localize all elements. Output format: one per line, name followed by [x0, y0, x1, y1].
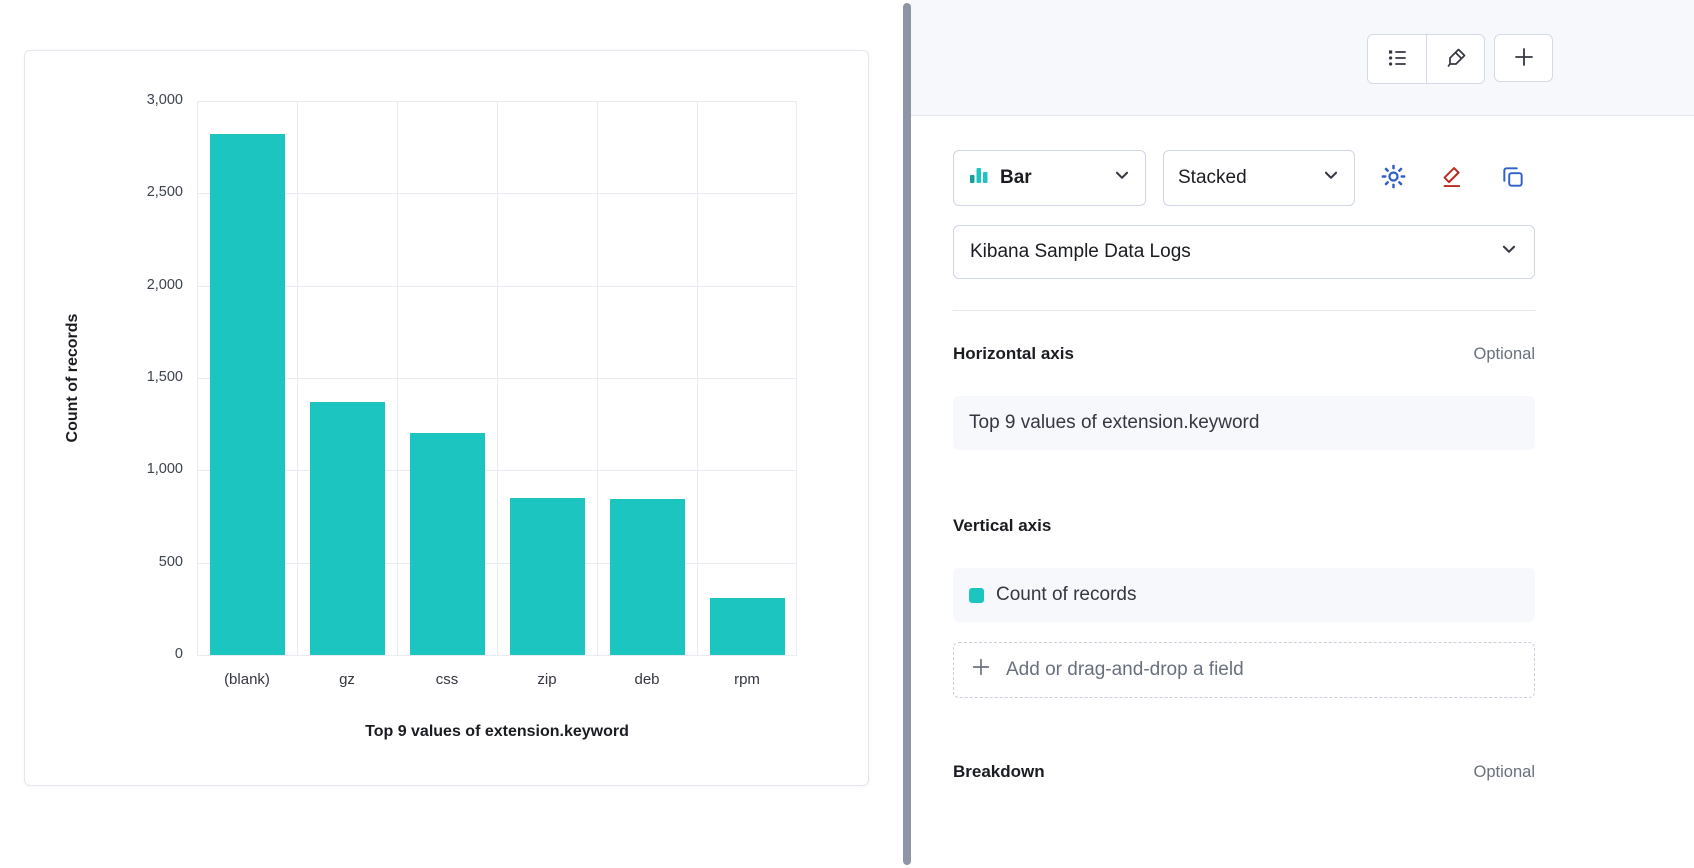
- eraser-icon: [1440, 163, 1467, 193]
- stacking-mode-label: Stacked: [1178, 167, 1247, 188]
- data-view-label: Kibana Sample Data Logs: [970, 241, 1191, 262]
- bar-gz[interactable]: [309, 402, 385, 655]
- y-axis-tick-labels: 0 500 1,000 1,500 2,000 2,500 3,000: [109, 92, 183, 662]
- list-icon: [1385, 46, 1409, 73]
- chevron-down-icon: [1322, 166, 1340, 190]
- gridline-vertical: [197, 101, 198, 655]
- vertical-axis-section-header: Vertical axis: [953, 516, 1535, 536]
- bar-deb[interactable]: [609, 498, 685, 655]
- y-tick-label: 3,000: [146, 92, 183, 108]
- breakdown-optional-badge: Optional: [1473, 763, 1535, 781]
- chart-type-dropdown[interactable]: Bar: [953, 150, 1146, 206]
- lens-config-panel: Bar Stacked: [911, 0, 1694, 868]
- gridline-vertical: [397, 101, 398, 655]
- bar-rpm[interactable]: [709, 597, 785, 655]
- x-tick-label: css: [435, 671, 459, 688]
- gridline-vertical: [697, 101, 698, 655]
- panel-divider: [953, 310, 1535, 311]
- vertical-axis-field-label: Count of records: [996, 584, 1137, 605]
- chevron-down-icon: [1113, 166, 1131, 190]
- add-layer-button[interactable]: [1494, 34, 1553, 82]
- data-view-select[interactable]: Kibana Sample Data Logs: [953, 225, 1535, 279]
- gridline-vertical: [497, 101, 498, 655]
- panel-scrollbar[interactable]: [903, 3, 911, 865]
- stacking-mode-dropdown[interactable]: Stacked: [1163, 150, 1355, 206]
- brush-button[interactable]: [1426, 35, 1484, 83]
- y-tick-label: 1,000: [146, 461, 183, 478]
- y-tick-label: 1,500: [146, 369, 183, 385]
- x-tick-label: (blank): [224, 671, 270, 688]
- chart-panel: Count of records 0 500 1,000 1,500 2,000 2,50…: [24, 50, 869, 786]
- gridline-vertical: [796, 101, 797, 655]
- gear-icon: [1380, 163, 1407, 193]
- copy-icon: [1500, 164, 1526, 193]
- clear-layer-button[interactable]: [1437, 162, 1469, 194]
- plus-icon: [970, 656, 992, 684]
- x-axis-title: Top 9 values of extension.keyword: [365, 723, 629, 740]
- panel-toolbar: [911, 0, 1694, 116]
- x-tick-label: rpm: [734, 671, 760, 688]
- add-field-dropzone[interactable]: Add or drag-and-drop a field: [953, 642, 1535, 698]
- chart-type-label: Bar: [1000, 167, 1032, 188]
- plus-icon: [1512, 45, 1536, 72]
- bar-(blank)[interactable]: [209, 134, 285, 655]
- y-axis-title: Count of records: [64, 313, 81, 443]
- bar-css[interactable]: [409, 433, 485, 655]
- gridline-vertical: [297, 101, 298, 655]
- y-tick-label: 2,500: [146, 184, 183, 201]
- chevron-down-icon: [1500, 240, 1518, 264]
- gridline-vertical: [597, 101, 598, 655]
- vertical-axis-field[interactable]: Count of records: [953, 568, 1535, 622]
- gridline-horizontal: [197, 655, 797, 656]
- y-tick-label: 500: [158, 553, 183, 570]
- x-tick-label: gz: [339, 671, 355, 688]
- bar-chart-icon: [968, 164, 990, 192]
- layer-settings-button[interactable]: [1377, 162, 1409, 194]
- toolbar-button-group: [1367, 34, 1485, 84]
- breakdown-section-header: Breakdown Optional: [953, 762, 1535, 782]
- horizontal-axis-section-header: Horizontal axis Optional: [953, 344, 1535, 364]
- metric-color-swatch: [969, 587, 984, 603]
- add-field-label: Add or drag-and-drop a field: [1006, 659, 1244, 680]
- horizontal-axis-field-label: Top 9 values of extension.keyword: [969, 412, 1260, 433]
- horizontal-axis-field[interactable]: Top 9 values of extension.keyword: [953, 396, 1535, 450]
- x-tick-label: zip: [537, 671, 557, 688]
- breakdown-label: Breakdown: [953, 762, 1045, 781]
- horizontal-axis-optional-badge: Optional: [1473, 345, 1535, 363]
- y-tick-label: 0: [174, 646, 183, 662]
- x-tick-label: deb: [634, 671, 660, 688]
- horizontal-axis-label: Horizontal axis: [953, 344, 1074, 363]
- duplicate-layer-button[interactable]: [1497, 162, 1529, 194]
- layer-list-button[interactable]: [1368, 35, 1426, 83]
- brush-icon: [1444, 46, 1468, 73]
- y-tick-label: 2,000: [146, 276, 183, 293]
- plot-area: (blank) gz css zip deb rpm: [197, 101, 797, 688]
- vertical-axis-label: Vertical axis: [953, 516, 1052, 535]
- bar-zip[interactable]: [509, 498, 585, 655]
